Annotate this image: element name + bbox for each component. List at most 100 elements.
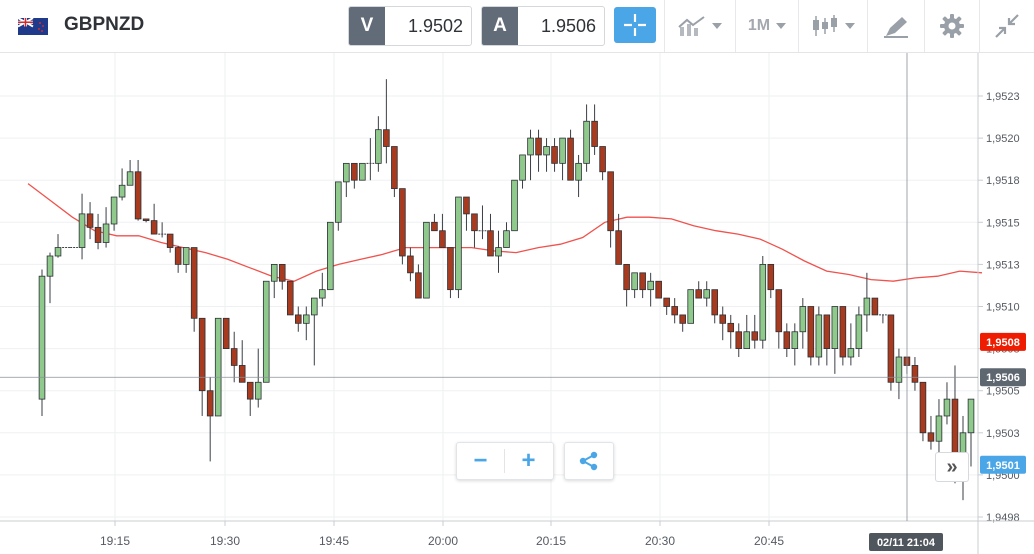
candle <box>478 205 487 240</box>
zoom-in-button[interactable]: + <box>521 447 536 474</box>
candle-body <box>86 213 94 228</box>
candle <box>391 146 398 198</box>
bid-price-badge: 1,9501 <box>980 455 1026 474</box>
candle-body <box>375 129 382 164</box>
current-price-badge-label: 1,9506 <box>986 372 1020 384</box>
candle-body <box>919 381 927 434</box>
candle-body <box>519 154 526 181</box>
candle-body <box>359 162 366 181</box>
y-tick-label: 1,9503 <box>986 428 1020 440</box>
candle <box>262 280 270 383</box>
candle-body <box>679 314 686 324</box>
y-tick-label: 1,9505 <box>986 386 1020 398</box>
candle <box>671 298 678 324</box>
chevron-down-icon <box>845 23 855 29</box>
candle <box>847 323 855 366</box>
candle-body <box>807 306 815 358</box>
candle <box>399 188 406 265</box>
price-chart[interactable]: 1,9523 1,9520 1,9518 1,9515 1,9513 1,9510 1,95… <box>0 53 1034 554</box>
candle <box>319 272 326 307</box>
candle-body <box>631 272 638 291</box>
candle <box>134 159 142 221</box>
candle-body <box>150 220 158 235</box>
candle-body <box>439 230 446 248</box>
candle-body <box>911 365 919 383</box>
candle-body <box>887 314 895 383</box>
candle-body <box>639 272 646 291</box>
candle <box>495 230 502 273</box>
candle <box>503 222 510 248</box>
timeframe-label: 1M <box>747 17 771 34</box>
crosshair-button[interactable] <box>614 7 656 43</box>
candle <box>303 306 310 341</box>
candle-body <box>110 196 118 225</box>
x-tick-label: 20:45 <box>754 534 784 548</box>
candle-body <box>190 247 198 319</box>
candle-body <box>78 213 86 248</box>
candle-body <box>311 297 318 316</box>
candle <box>366 138 375 181</box>
chart-grid <box>0 53 978 521</box>
settings-button[interactable] <box>925 0 979 52</box>
candle-body <box>943 398 951 417</box>
bid-price-badge-bg <box>980 455 1026 474</box>
candle <box>46 252 54 304</box>
ask-tag: A <box>482 7 518 45</box>
draw-button[interactable] <box>868 0 924 52</box>
zoom-out-button[interactable]: − <box>473 447 488 474</box>
chart-type-button[interactable] <box>665 0 735 52</box>
candle-body <box>182 247 190 265</box>
ask-price-button[interactable]: A 1.9506 <box>481 6 605 46</box>
candle <box>431 213 438 232</box>
candle <box>487 213 494 257</box>
candle <box>294 306 302 332</box>
candle-body <box>423 221 430 299</box>
candle <box>559 137 566 181</box>
candle <box>543 138 550 172</box>
candle <box>343 162 350 198</box>
candle-body <box>671 306 678 316</box>
candle <box>527 129 534 181</box>
ask-price-badge-bg <box>980 332 1026 351</box>
candle-body <box>727 322 735 333</box>
toolbar-separator <box>798 0 799 52</box>
candle <box>807 306 815 366</box>
candle-type-button[interactable] <box>799 0 867 52</box>
toolbar-separator <box>735 0 736 52</box>
candle <box>791 323 799 366</box>
candle-body <box>647 280 654 291</box>
candle <box>190 247 198 332</box>
candle <box>150 203 158 235</box>
candle <box>383 79 390 164</box>
candle-body <box>823 314 831 350</box>
candle-body <box>967 398 975 434</box>
y-tick-label: 1,9523 <box>986 91 1020 103</box>
timeframe-selector[interactable]: 1M <box>736 0 798 52</box>
candle <box>639 272 646 299</box>
candle <box>110 196 118 231</box>
collapse-button[interactable] <box>980 0 1034 52</box>
candle-body <box>343 162 350 183</box>
candle <box>967 398 975 467</box>
candle <box>895 348 903 400</box>
candle-body <box>783 331 791 350</box>
x-tick-label: 19:45 <box>319 534 349 548</box>
candle-body <box>775 289 783 333</box>
candle <box>519 154 526 189</box>
candle <box>471 213 478 248</box>
y-tick-label: 1,9510 <box>986 302 1020 314</box>
toolbar-separator <box>664 0 665 52</box>
scroll-right-button[interactable]: » <box>935 452 969 482</box>
candle <box>879 314 887 324</box>
share-button[interactable] <box>564 442 614 480</box>
candle-body <box>815 314 823 358</box>
chevron-down-icon <box>776 23 787 29</box>
bid-value: 1.9502 <box>407 16 463 36</box>
candle <box>551 138 558 172</box>
x-tick-label: 19:15 <box>100 534 130 548</box>
candle-body <box>94 226 102 243</box>
x-tick-label: 19:30 <box>210 534 240 548</box>
bid-price-button[interactable]: V 1.9502 <box>348 6 472 46</box>
candle-body <box>703 289 710 299</box>
candle <box>270 263 278 299</box>
